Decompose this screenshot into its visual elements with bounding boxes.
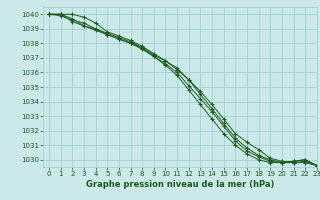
X-axis label: Graphe pression niveau de la mer (hPa): Graphe pression niveau de la mer (hPa): [86, 180, 274, 189]
